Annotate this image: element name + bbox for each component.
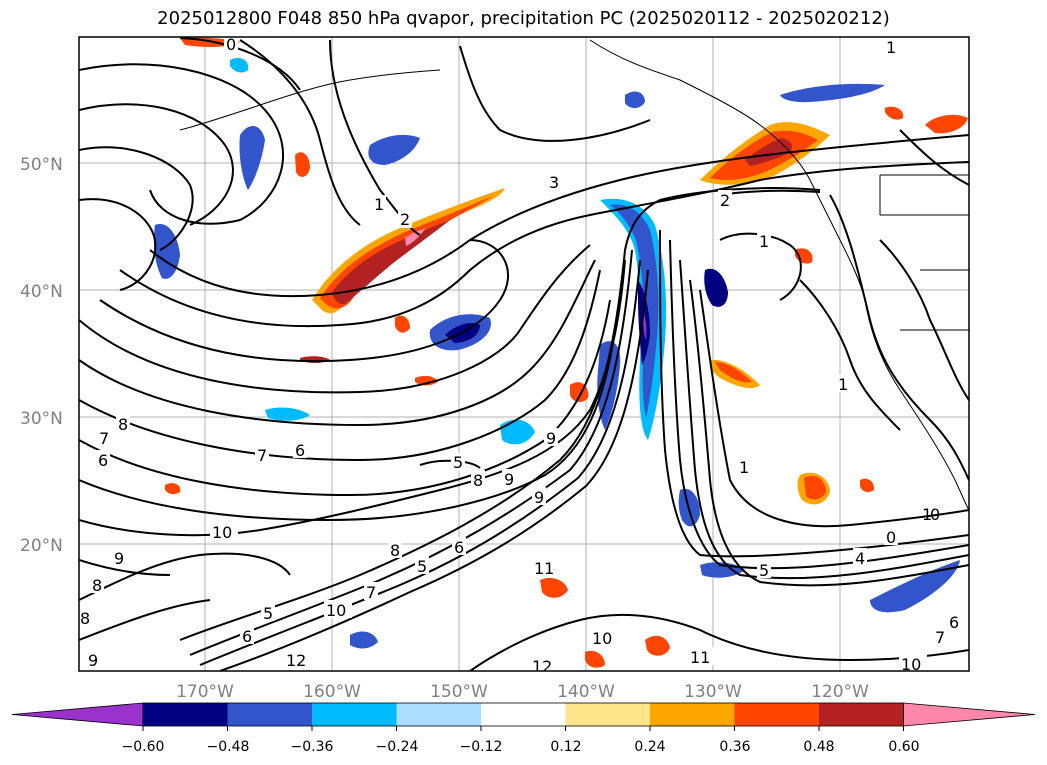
colorbar-tick-label: −0.12: [460, 739, 503, 755]
contour-label: 9: [546, 429, 556, 448]
contour-label-group: 0 1 1 3 2 1 2 1 1 7 6 8 6 7: [79, 35, 961, 676]
colorbar-tick-label: 0.36: [719, 739, 750, 755]
latitude-label-30n: 30°N: [20, 409, 63, 429]
contour-label: 6: [98, 451, 108, 470]
contour-label: 5: [453, 453, 463, 472]
colorbar-tick-label: −0.24: [376, 739, 419, 755]
longitude-label-160w: 160°W: [303, 682, 361, 702]
longitude-label-120w: 120°W: [811, 682, 869, 702]
colorbar-swatch: [734, 703, 820, 726]
contour-label: 5: [759, 561, 769, 580]
colorbar-tick-label: 0.24: [634, 739, 665, 755]
contour-label: 7: [99, 429, 109, 448]
longitude-label-150w: 150°W: [430, 682, 488, 702]
colorbar-swatch: [227, 703, 313, 726]
latitude-label-20n: 20°N: [20, 536, 63, 556]
contour-label: 2: [720, 191, 730, 210]
contour-label: 8: [473, 471, 483, 490]
contour-label: 10: [901, 655, 921, 674]
contour-label: 5: [417, 557, 427, 576]
map-content: 0 1 1 3 2 1 2 1 1 7 6 8 6 7: [79, 35, 969, 676]
contour-label: 7: [935, 628, 945, 647]
colorbar-tick-label: 0.12: [550, 739, 581, 755]
colorbar-swatch: [819, 703, 904, 726]
colorbar-labels: −0.60 −0.48 −0.36 −0.24 −0.12 0.12 0.24 …: [122, 739, 920, 755]
contour-label: 6: [949, 613, 959, 632]
contour-label: 2: [400, 210, 410, 229]
contour-label: 11: [690, 648, 710, 667]
longitude-label-130w: 130°W: [684, 682, 742, 702]
contour-label: 8: [80, 609, 90, 628]
contour-label: 6: [295, 441, 305, 460]
contour-label: 0: [930, 505, 940, 524]
contour-label: 9: [88, 651, 98, 670]
contour-label: 12: [532, 657, 552, 676]
plot-frame: [78, 36, 970, 672]
contour-label: 8: [118, 415, 128, 434]
coastline: [179, 39, 969, 511]
colorbar-swatch: [565, 703, 651, 726]
colorbar-tick-label: 0.60: [888, 739, 919, 755]
contour-label: 10: [592, 629, 612, 648]
contour-label: 10: [326, 601, 346, 620]
contour-label: 4: [855, 549, 865, 568]
contour-label: 1: [886, 38, 896, 57]
contour-label: 6: [242, 627, 252, 646]
colorbar: [11, 702, 1036, 731]
colorbar-swatch: [650, 703, 735, 726]
colorbar-tick-label: −0.48: [207, 739, 250, 755]
contour-label: 0: [226, 35, 236, 54]
contour-label: 9: [504, 470, 514, 489]
latitude-label-50n: 50°N: [20, 155, 63, 175]
contour-label: 12: [286, 651, 306, 670]
contour-label: 8: [92, 576, 102, 595]
contour-label: 8: [390, 541, 400, 560]
colorbar-swatch: [312, 703, 397, 726]
contour-label: 3: [549, 173, 559, 192]
colorbar-swatch: [481, 703, 566, 726]
contour-label: 1: [739, 458, 749, 477]
longitude-label-140w: 140°W: [557, 682, 615, 702]
contour-label: 0: [886, 528, 896, 547]
map-title: 2025012800 F048 850 hPa qvapor, precipit…: [157, 8, 890, 29]
contour-label: 7: [257, 446, 267, 465]
contour-lines: [79, 37, 969, 671]
colorbar-extend-right: [903, 702, 1036, 727]
colorbar-extend-left: [11, 702, 144, 727]
contour-label: 10: [212, 523, 232, 542]
colorbar-tick-label: −0.36: [291, 739, 334, 755]
colorbar-border: [142, 702, 904, 727]
contour-label: 1: [374, 195, 384, 214]
contour-label: 6: [454, 538, 464, 557]
colorbar-tick-label: 0.48: [803, 739, 834, 755]
contour-label: 7: [366, 583, 376, 602]
contour-label: 5: [263, 604, 273, 623]
colorbar-swatch: [396, 703, 482, 726]
contour-label: 1: [838, 375, 848, 394]
contour-label: 1: [759, 232, 769, 251]
contour-label: 9: [534, 488, 544, 507]
contour-label: 11: [534, 559, 554, 578]
colorbar-swatch: [143, 703, 228, 726]
contour-label: 1: [922, 505, 932, 524]
colorbar-tick-label: −0.60: [122, 739, 165, 755]
contour-label: 9: [114, 549, 124, 568]
longitude-label-170w: 170°W: [176, 682, 234, 702]
latitude-label-40n: 40°N: [20, 282, 63, 302]
